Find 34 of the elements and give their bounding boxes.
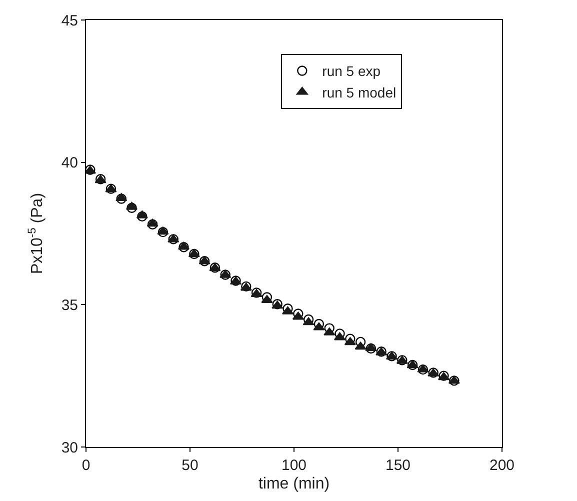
- point: [366, 343, 376, 354]
- point: [178, 242, 189, 252]
- legend-label: run 5 exp: [322, 63, 381, 80]
- point: [302, 317, 314, 326]
- legend-label: run 5 model: [322, 84, 396, 100]
- x-tick-label: 50: [182, 457, 198, 474]
- x-axis-title: time (min): [258, 476, 330, 493]
- point: [157, 226, 169, 235]
- y-tick-label: 30: [61, 439, 78, 456]
- y-tick-label: 45: [61, 12, 78, 30]
- point: [324, 323, 334, 334]
- point: [417, 364, 429, 372]
- point: [147, 219, 158, 230]
- point: [146, 218, 158, 227]
- point: [292, 312, 304, 320]
- point: [418, 364, 428, 375]
- x-tick-label: 200: [489, 457, 515, 474]
- y-tick-label: 35: [61, 296, 78, 314]
- point: [116, 193, 128, 202]
- point: [365, 343, 377, 352]
- point: [355, 336, 366, 348]
- point: [344, 337, 356, 346]
- x-tick-label: 0: [82, 457, 90, 474]
- point: [158, 226, 168, 238]
- point: [313, 322, 325, 330]
- point: [136, 210, 148, 218]
- point: [137, 211, 148, 222]
- point: [126, 202, 137, 213]
- x-tick-label: 100: [281, 457, 307, 474]
- x-tick-label: 150: [385, 457, 411, 474]
- point: [324, 327, 336, 336]
- y-tick-label: 40: [61, 154, 78, 172]
- point: [354, 342, 366, 350]
- point: [116, 194, 126, 204]
